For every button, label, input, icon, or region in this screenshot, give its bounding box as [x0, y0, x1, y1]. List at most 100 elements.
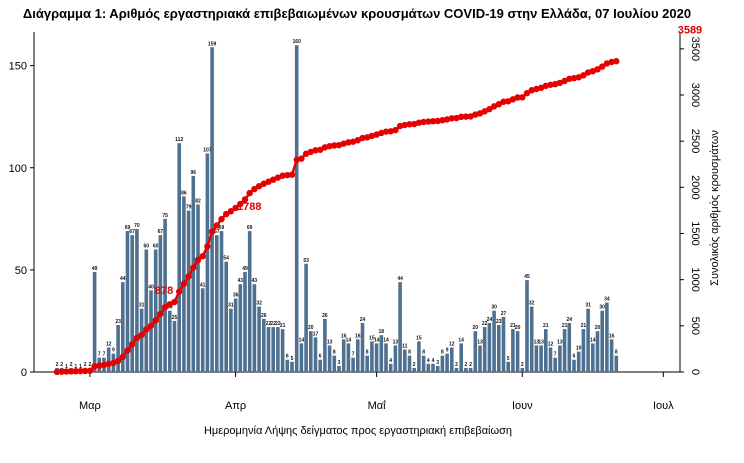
bar	[276, 327, 280, 372]
bar	[421, 355, 426, 372]
bar	[567, 322, 572, 372]
cumulative-point	[241, 196, 249, 203]
bar-data-label: 8	[366, 350, 369, 356]
cumulative-point	[82, 367, 89, 375]
cumulative-point	[114, 357, 122, 365]
cumulative-point	[519, 94, 526, 101]
bar-data-label: 5	[291, 356, 294, 362]
cumulative-point	[255, 182, 263, 190]
bar-data-label: 21	[562, 323, 568, 329]
cumulative-point	[67, 368, 75, 375]
bar	[121, 282, 125, 372]
cumulative-point	[566, 75, 573, 82]
cumulative-value-label: 878	[155, 285, 173, 297]
bar	[177, 143, 181, 372]
cumulative-point	[500, 98, 507, 105]
cumulative-point	[204, 243, 211, 250]
cumulative-point	[594, 66, 601, 73]
bar-data-label: 70	[134, 223, 140, 229]
bar	[106, 347, 111, 372]
bar	[191, 175, 196, 372]
x-tick-label: Μαρ	[79, 400, 101, 412]
bar-data-label: 69	[219, 225, 225, 231]
bar-data-label: 3	[436, 360, 439, 366]
bar-data-label: 67	[129, 229, 135, 235]
bar-data-label: 8	[422, 350, 425, 356]
bar	[515, 331, 520, 372]
bar	[243, 271, 247, 372]
y2-axis-label: Συνολικός αριθμός κρουσμάτων	[709, 130, 721, 286]
bar	[280, 329, 285, 372]
cumulative-point	[495, 101, 502, 108]
bar-data-label: 20	[308, 325, 314, 331]
bar-data-label: 26	[322, 313, 328, 319]
cumulative-point	[180, 280, 188, 287]
bar-data-label: 23	[115, 319, 121, 325]
bar-data-label: 53	[303, 258, 309, 264]
bar	[562, 329, 567, 372]
bar	[440, 355, 445, 372]
bar	[163, 218, 167, 372]
bar-data-label: 18	[379, 329, 385, 335]
bar-data-label: 2	[455, 362, 458, 368]
y2-tick-label: 0	[689, 369, 701, 375]
bar	[605, 302, 609, 372]
bar	[247, 231, 252, 372]
bar	[384, 343, 388, 372]
bar	[144, 249, 149, 372]
bar	[591, 343, 595, 372]
bar-data-label: 14	[383, 337, 389, 343]
bar	[534, 345, 539, 372]
bar	[252, 284, 257, 372]
y-tick-label: 100	[9, 163, 27, 175]
bar	[482, 327, 487, 372]
bar-data-label: 10	[576, 346, 582, 352]
cumulative-point	[133, 334, 141, 342]
bar-data-label: 31	[585, 303, 591, 309]
bar-data-label: 3	[338, 360, 341, 366]
bar	[539, 345, 543, 372]
cumulative-point	[91, 363, 98, 370]
cumulative-point	[401, 121, 408, 129]
bar-data-label: 6	[319, 354, 322, 360]
bar	[139, 308, 144, 372]
cumulative-point	[161, 303, 169, 311]
bar-data-label: 5	[507, 356, 510, 362]
bar	[581, 329, 586, 372]
bar	[332, 355, 337, 372]
bars	[55, 45, 619, 372]
cumulative-point	[547, 81, 554, 88]
bar-data-label: 32	[529, 301, 535, 307]
bar-data-label: 44	[397, 276, 403, 282]
bar-data-label: 21	[581, 323, 587, 329]
bar-data-label: 21	[280, 323, 286, 329]
bar-data-label: 20	[595, 325, 601, 331]
bar-data-label: 11	[402, 344, 408, 350]
bar	[116, 325, 120, 372]
cumulative-point	[152, 317, 159, 324]
bar	[478, 345, 482, 372]
cumulative-point	[359, 134, 366, 142]
bar-data-label: 8	[615, 350, 618, 356]
bar	[586, 308, 590, 372]
cumulative-point	[406, 121, 413, 128]
bar-data-label: 34	[604, 297, 610, 303]
bar	[445, 353, 449, 372]
bar	[379, 335, 384, 372]
y2-tick-label: 1500	[689, 221, 701, 245]
bar	[572, 359, 576, 372]
bar	[501, 316, 506, 372]
bar	[233, 298, 238, 372]
bar	[374, 343, 379, 372]
cumulative-point	[279, 172, 286, 179]
bar-data-label: 6	[286, 354, 289, 360]
y2-tick-label: 500	[689, 317, 701, 335]
y2-tick-label: 2500	[689, 129, 701, 153]
bar	[388, 363, 393, 372]
x-tick-label: Ιουλ	[653, 400, 674, 412]
bar	[125, 231, 130, 372]
bar-data-label: 2	[469, 362, 472, 368]
bar	[153, 249, 158, 372]
